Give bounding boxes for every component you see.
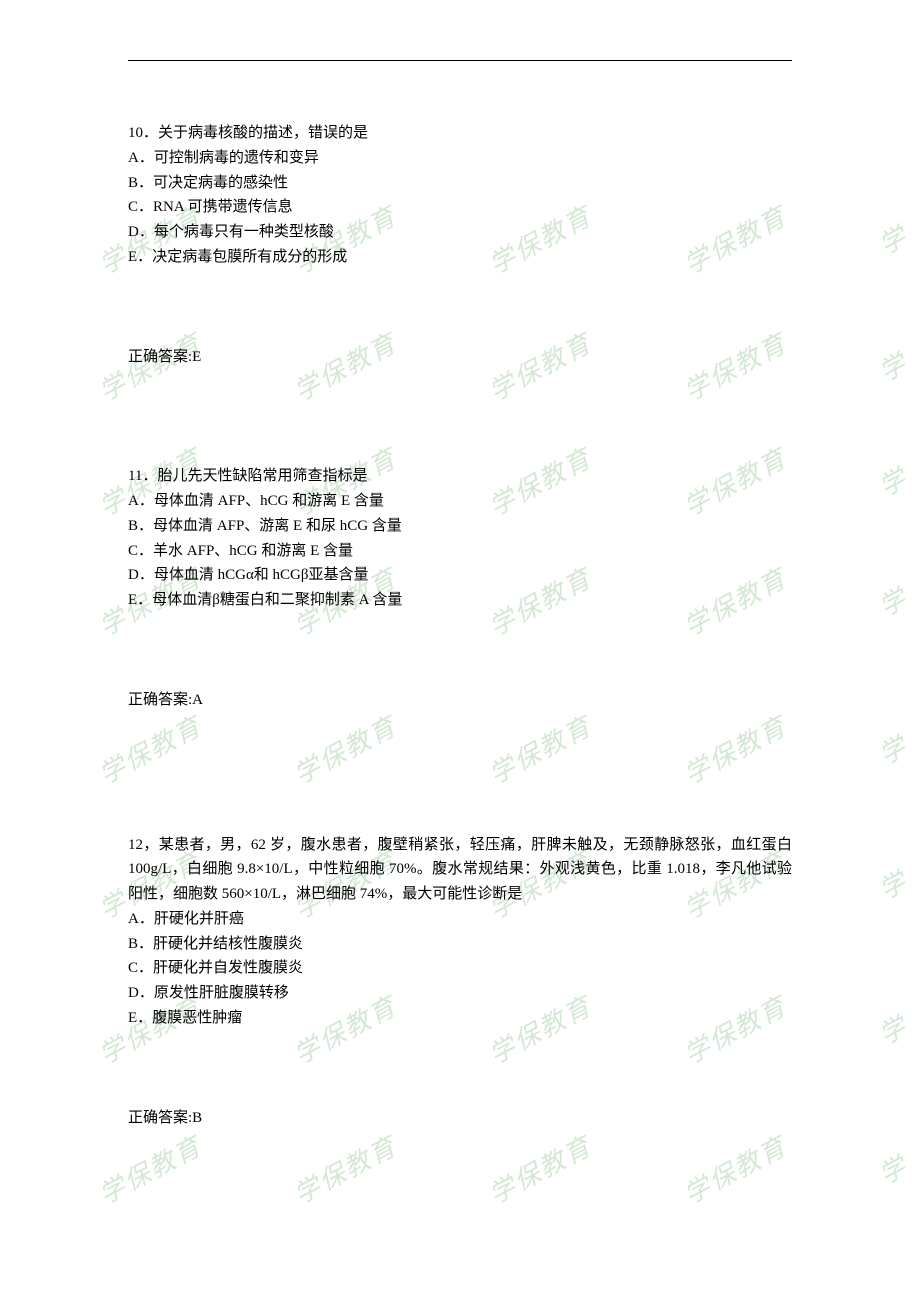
option-a: A．母体血清 AFP、hCG 和游离 E 含量: [128, 489, 792, 514]
answer: 正确答案:E: [128, 345, 792, 370]
option-a: A．可控制病毒的遗传和变异: [128, 146, 792, 171]
watermark-text: 学保教育: [286, 1126, 405, 1216]
watermark-text-partial: 学: [872, 343, 917, 394]
watermark-text-partial: 学: [872, 861, 917, 912]
option-e: E．决定病毒包膜所有成分的形成: [128, 245, 792, 270]
question-stem: 10．关于病毒核酸的描述，错误的是: [128, 121, 792, 146]
option-b: B．肝硬化并结核性腹膜炎: [128, 932, 792, 957]
option-b: B．可决定病毒的感染性: [128, 171, 792, 196]
option-b: B．母体血清 AFP、游离 E 和尿 hCG 含量: [128, 514, 792, 539]
question-12: 12，某患者，男，62 岁，腹水患者，腹壁稍紧张，轻压痛，肝脾未触及，无颈静脉怒…: [128, 833, 792, 1131]
question-number: 10: [128, 125, 143, 141]
question-stem: 11．胎儿先天性缺陷常用筛查指标是: [128, 464, 792, 489]
watermark-text-partial: 学: [872, 726, 917, 777]
question-stem-text: 关于病毒核酸的描述，错误的是: [158, 125, 368, 141]
option-c: C．肝硬化并自发性腹膜炎: [128, 956, 792, 981]
answer: 正确答案:B: [128, 1106, 792, 1131]
watermark-text: 学保教育: [481, 1126, 600, 1216]
option-d: D．每个病毒只有一种类型核酸: [128, 220, 792, 245]
watermark-text-partial: 学: [872, 1146, 917, 1197]
option-a: A．肝硬化并肝癌: [128, 907, 792, 932]
option-c: C．羊水 AFP、hCG 和游离 E 含量: [128, 539, 792, 564]
option-d: D．原发性肝脏腹膜转移: [128, 981, 792, 1006]
question-number: 11: [128, 468, 142, 484]
option-d: D．母体血清 hCGα和 hCGβ亚基含量: [128, 563, 792, 588]
watermark-text: 学保教育: [91, 1126, 210, 1216]
question-stem: 12，某患者，男，62 岁，腹水患者，腹壁稍紧张，轻压痛，肝脾未触及，无颈静脉怒…: [128, 833, 792, 907]
watermark-text-partial: 学: [872, 578, 917, 629]
question-stem-text: 胎儿先天性缺陷常用筛查指标是: [157, 468, 367, 484]
option-e: E．母体血清β糖蛋白和二聚抑制素 A 含量: [128, 588, 792, 613]
watermark-text-partial: 学: [872, 1006, 917, 1057]
question-10: 10．关于病毒核酸的描述，错误的是 A．可控制病毒的遗传和变异 B．可决定病毒的…: [128, 121, 792, 369]
top-rule: [128, 60, 792, 61]
question-11: 11．胎儿先天性缺陷常用筛查指标是 A．母体血清 AFP、hCG 和游离 E 含…: [128, 464, 792, 712]
answer: 正确答案:A: [128, 688, 792, 713]
option-e: E．腹膜恶性肿瘤: [128, 1006, 792, 1031]
watermark-text: 学保教育: [676, 1126, 795, 1216]
question-stem-text: 某患者，男，62 岁，腹水患者，腹壁稍紧张，轻压痛，肝脾未触及，无颈静脉怒张，血…: [128, 837, 792, 903]
watermark-text-partial: 学: [872, 458, 917, 509]
question-number: 12: [128, 837, 143, 853]
content-layer: 10．关于病毒核酸的描述，错误的是 A．可控制病毒的遗传和变异 B．可决定病毒的…: [128, 60, 792, 1130]
option-c: C．RNA 可携带遗传信息: [128, 195, 792, 220]
watermark-text-partial: 学: [872, 216, 917, 267]
